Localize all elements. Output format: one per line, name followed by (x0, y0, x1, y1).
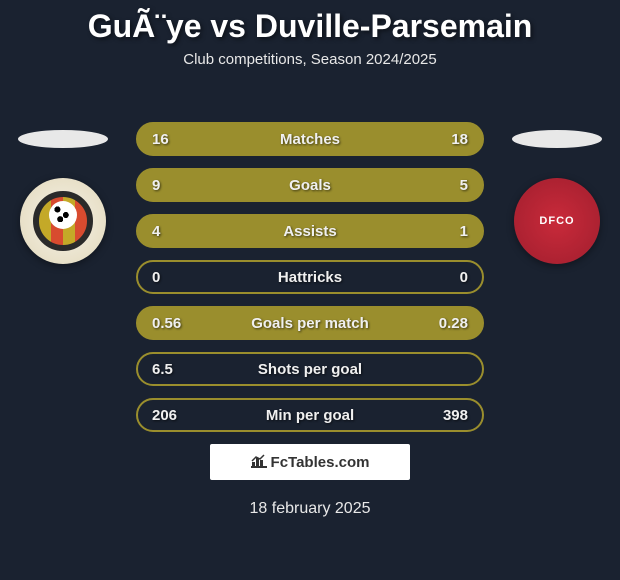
stat-row: 206 Min per goal 398 (136, 398, 484, 432)
footer-date: 18 february 2025 (250, 500, 371, 518)
stat-value-left: 206 (152, 407, 182, 424)
stat-row: 0.56 Goals per match 0.28 (136, 306, 484, 340)
stat-value-left: 9 (152, 177, 182, 194)
chart-icon (251, 454, 267, 471)
decor-ellipse-left (18, 130, 108, 148)
stat-value-right: 398 (438, 407, 468, 424)
footer-brand-text: FcTables.com (271, 454, 370, 471)
club-badge-right-text: DFCO (539, 215, 574, 227)
stat-value-right: 5 (438, 177, 468, 194)
stats-container: 16 Matches 18 9 Goals 5 4 Assists 1 0 Hattricks 0 0.… (136, 122, 484, 444)
stat-label: Shots per goal (258, 361, 362, 378)
stat-value-left: 4 (152, 223, 182, 240)
page-title: GuÃ¨ye vs Duville-Parsemain (0, 0, 620, 45)
stat-label: Goals per match (251, 315, 369, 332)
stat-value-left: 0.56 (152, 315, 182, 332)
stat-value-left: 6.5 (152, 361, 182, 378)
stat-label: Hattricks (278, 269, 342, 286)
footer-brand: FcTables.com (210, 444, 410, 480)
stat-label: Matches (280, 131, 340, 148)
page-subtitle: Club competitions, Season 2024/2025 (0, 51, 620, 68)
stat-value-left: 16 (152, 131, 182, 148)
stat-label: Goals (289, 177, 331, 194)
stat-row: 16 Matches 18 (136, 122, 484, 156)
stat-row: 4 Assists 1 (136, 214, 484, 248)
stat-value-left: 0 (152, 269, 182, 286)
club-badge-left (20, 178, 106, 264)
stat-value-right: 0.28 (438, 315, 468, 332)
stat-row: 6.5 Shots per goal (136, 352, 484, 386)
club-badge-right: DFCO (514, 178, 600, 264)
decor-ellipse-right (512, 130, 602, 148)
stat-value-right: 1 (438, 223, 468, 240)
stat-value-right: 18 (438, 131, 468, 148)
stat-label: Assists (283, 223, 336, 240)
stat-row: 9 Goals 5 (136, 168, 484, 202)
club-badge-left-inner (33, 191, 93, 251)
stat-label: Min per goal (266, 407, 354, 424)
stat-row: 0 Hattricks 0 (136, 260, 484, 294)
stat-value-right: 0 (438, 269, 468, 286)
